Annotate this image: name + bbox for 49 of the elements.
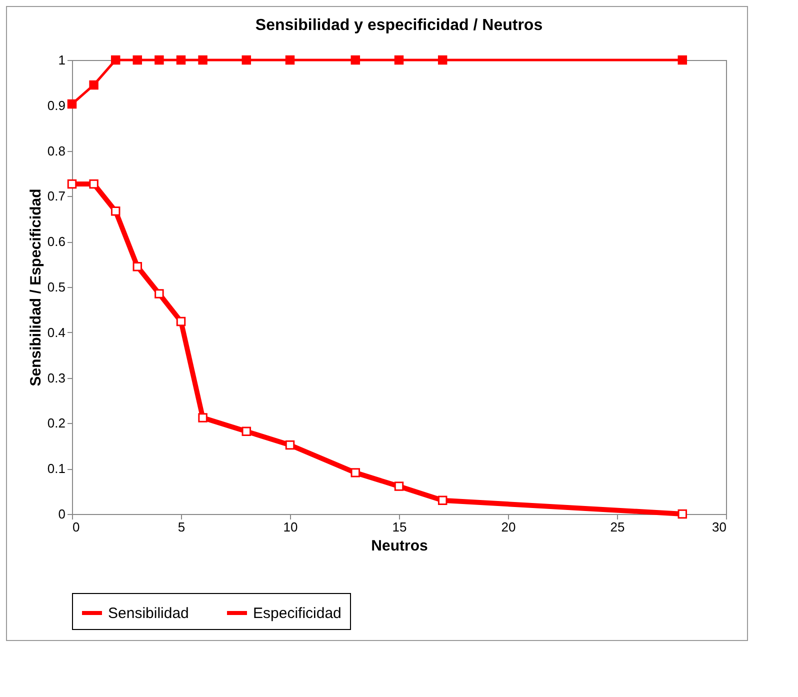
legend-label: Especificidad [253,605,342,622]
x-axis-title: Neutros [371,538,428,554]
legend-label: Sensibilidad [108,605,189,622]
point [176,316,186,326]
point [198,413,208,422]
x-tick-label: 25 [610,520,625,534]
y-tick-label: 0.6 [47,234,66,250]
point [438,496,448,506]
y-tick-label: 0.3 [47,370,66,386]
y-tick-label: 0.7 [47,188,66,204]
point [350,468,360,478]
y-tick-label: 0.5 [47,280,66,294]
x-tick-label: 30 [712,520,726,534]
point [67,99,77,109]
point [438,55,448,65]
y-tick-label: 0.4 [47,324,66,340]
point [67,179,77,189]
point [110,55,120,65]
y-tick-label: 0.9 [47,98,66,113]
point [285,55,295,65]
chart-title: Sensibilidad y especificidad / Neutros [255,17,543,34]
x-tick-label: 15 [392,520,407,534]
x-tick-label: 5 [178,520,186,534]
point [132,55,142,65]
point [176,55,186,65]
point [89,179,98,189]
x-tick-label: 20 [501,520,516,534]
x-tick-label: 10 [283,520,298,534]
x-tick-label: 0 [72,520,80,534]
y-tick-label: 0.8 [47,143,66,158]
point [678,509,688,519]
point [198,55,208,65]
point [242,55,252,65]
y-tick-label: 0 [58,506,66,522]
point [350,55,360,65]
point [110,206,120,216]
point [89,80,98,90]
point [242,426,252,436]
point [394,482,404,491]
y-tick-label: 0.2 [47,416,66,431]
point [132,262,142,272]
point [678,55,688,65]
point [154,55,164,65]
point [285,440,295,450]
y-tick-label: 0.1 [47,461,66,476]
point [154,289,164,298]
y-axis-title: Sensibilidad / Especificidad [27,188,44,386]
point [394,55,404,65]
y-tick-label: 1 [58,52,66,68]
